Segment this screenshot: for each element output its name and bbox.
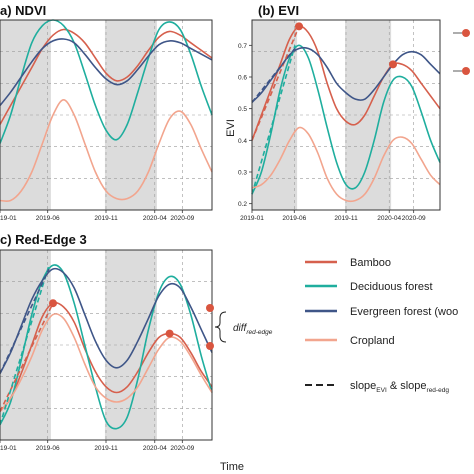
evi-xtick-label: 2019-11 xyxy=(334,215,358,222)
evi-peak-marker-2 xyxy=(389,60,397,69)
diff-lower-marker xyxy=(206,342,214,350)
red-edge-series-cropland xyxy=(0,313,213,413)
panel-b-top-marker xyxy=(462,29,470,37)
evi-ytick-label: 0.3 xyxy=(238,170,247,177)
panel-evi: 2019-01 2019-06 2019-11 2020-04 2020-09 0.2 0.… xyxy=(225,3,441,222)
diff-brace xyxy=(214,311,227,343)
diff-upper-marker xyxy=(206,304,214,312)
evi-ytick-label: 0.6 xyxy=(238,75,247,82)
legend-label-cropland: Cropland xyxy=(350,335,395,347)
red-edge-series-evergreen xyxy=(0,267,213,374)
ndvi-xtick-label: 2019-06 xyxy=(36,215,60,222)
evi-ytick-label: 0.4 xyxy=(238,138,247,145)
ndvi-series-evergreen xyxy=(0,38,213,106)
red-edge-xtick-label: 2019-11 xyxy=(94,445,118,452)
red-edge-peak-marker-1 xyxy=(49,299,57,308)
red-edge-slope-evergreen xyxy=(0,268,50,374)
red-edge-series-bamboo xyxy=(0,301,213,413)
evi-xtick-label: 2020-09 xyxy=(402,215,426,222)
panel-b-mid-marker xyxy=(462,67,470,75)
ndvi-xtick-label: 2020-04 xyxy=(143,215,167,222)
red-edge-shaded-band xyxy=(104,250,157,440)
evi-ytick-label: 0.2 xyxy=(238,201,247,208)
evi-series-bamboo xyxy=(251,25,441,141)
ndvi-series-deciduous xyxy=(0,19,213,144)
evi-slope-deciduous xyxy=(251,45,296,195)
red-edge-xtick-label: 2020-09 xyxy=(170,445,194,452)
side-markers xyxy=(206,29,470,350)
red-edge-xtick-label: 19-01 xyxy=(0,445,17,452)
legend-label-evergreen: Evergreen forest (woo xyxy=(350,306,458,318)
ndvi-xtick-label: 2020-09 xyxy=(170,215,194,222)
evi-slope-bamboo xyxy=(251,26,300,141)
evi-xtick-label: 2020-04 xyxy=(377,215,401,222)
panel-red-edge: 19-01 2019-06 2019-11 2020-04 2020-09 c) Red… xyxy=(0,232,213,452)
evi-series-cropland xyxy=(251,126,441,203)
legend-label-slope: slopeEVI & slopered-edg xyxy=(350,380,449,394)
legend-label-bamboo: Bamboo xyxy=(350,257,391,269)
red-edge-series-deciduous xyxy=(0,264,213,430)
evi-series-deciduous xyxy=(251,44,441,195)
ndvi-series-bamboo xyxy=(0,28,213,125)
panel-red-edge-title: c) Red-Edge 3 xyxy=(0,232,87,247)
legend-label-deciduous: Deciduous forest xyxy=(350,281,433,293)
evi-peak-marker-1 xyxy=(295,22,303,31)
legend: Bamboo Deciduous forest Evergreen forest… xyxy=(305,257,458,394)
evi-slope-evergreen xyxy=(251,48,296,103)
evi-xtick-label: 2019-06 xyxy=(282,215,306,222)
red-edge-slope-deciduous xyxy=(0,264,50,426)
ndvi-xtick-label: 2019-11 xyxy=(94,215,118,222)
diff-annotation: diffred-edge xyxy=(233,323,273,336)
evi-xtick-label: 2019-01 xyxy=(240,215,264,222)
panel-evi-ylabel: EVI xyxy=(225,119,237,137)
evi-ytick-label: 0.5 xyxy=(238,106,247,113)
evi-ytick-label: 0.7 xyxy=(238,43,247,50)
red-edge-xtick-label: 2020-04 xyxy=(143,445,167,452)
panel-ndvi-title: a) NDVI xyxy=(0,3,46,18)
x-axis-label: Time xyxy=(220,461,244,473)
panel-ndvi: 19-01 2019-06 2019-11 2020-04 2020-09 a) NDV… xyxy=(0,3,213,222)
red-edge-peak-marker-2 xyxy=(165,329,174,338)
ndvi-series-cropland xyxy=(0,98,213,202)
ndvi-xtick-label: 19-01 xyxy=(0,215,17,222)
panel-evi-title: (b) EVI xyxy=(258,3,299,18)
red-edge-xtick-label: 2019-06 xyxy=(36,445,60,452)
